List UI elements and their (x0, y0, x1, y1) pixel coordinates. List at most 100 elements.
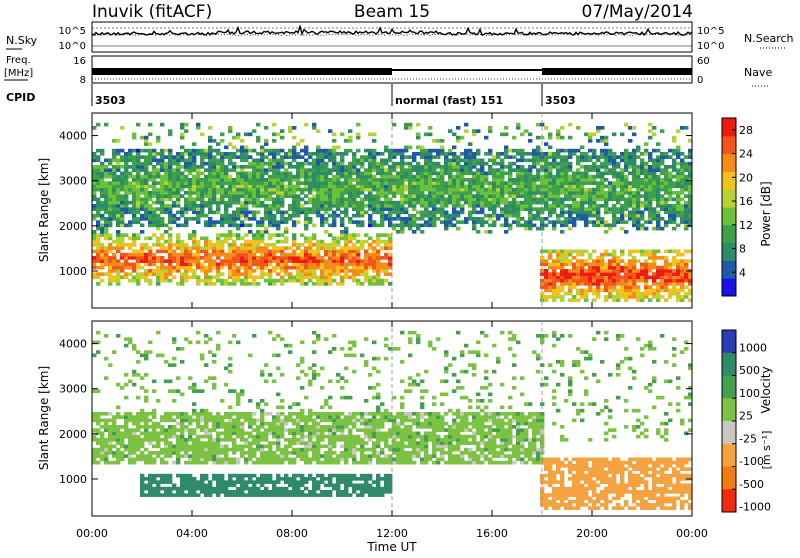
power-cell (172, 175, 176, 179)
power-cell (132, 181, 136, 185)
power-cell (676, 259, 680, 263)
power-cell (288, 214, 292, 218)
power-cell (304, 214, 308, 218)
power-cell (320, 214, 324, 218)
power-cell (348, 172, 352, 176)
power-cell (652, 149, 656, 153)
velocity-cell (96, 350, 100, 354)
power-cell (504, 211, 508, 215)
power-cell (156, 266, 160, 270)
power-cell (340, 266, 344, 270)
power-cell (232, 211, 236, 215)
power-cell (640, 211, 644, 215)
power-cell (376, 279, 380, 283)
power-cell (480, 175, 484, 179)
power-cell (288, 217, 292, 221)
power-cell (504, 126, 508, 130)
velocity-cell (152, 425, 156, 429)
velocity-cell (124, 422, 128, 426)
power-cell (196, 185, 200, 189)
power-cell (680, 168, 684, 172)
power-cell (684, 214, 688, 218)
power-cell (180, 282, 184, 286)
power-cell (436, 149, 440, 153)
power-cell (304, 240, 308, 244)
power-cell (372, 188, 376, 192)
power-cell (676, 266, 680, 270)
power-cell (664, 276, 668, 280)
power-cell (592, 191, 596, 195)
power-cell (108, 233, 112, 237)
power-cell (360, 165, 364, 169)
velocity-cell (132, 422, 136, 426)
power-cell (260, 269, 264, 273)
power-cell (116, 240, 120, 244)
power-cell (180, 272, 184, 276)
power-cell (364, 253, 368, 257)
power-cell (136, 198, 140, 202)
power-cell (648, 155, 652, 159)
power-cell (456, 204, 460, 208)
power-cell (680, 211, 684, 215)
power-cell (460, 178, 464, 182)
power-cell (372, 224, 376, 228)
power-cell (432, 149, 436, 153)
power-cell (336, 263, 340, 267)
power-cell (620, 198, 624, 202)
power-cell (304, 237, 308, 241)
power-cell (524, 178, 528, 182)
power-cell (168, 211, 172, 215)
power-cell (324, 168, 328, 172)
power-cell (180, 263, 184, 267)
power-cell (668, 204, 672, 208)
power-cell (344, 240, 348, 244)
power-cell (528, 172, 532, 176)
power-cell (588, 139, 592, 143)
power-cell (152, 152, 156, 156)
power-cell (464, 123, 468, 127)
power-cell (524, 129, 528, 133)
power-cell (392, 165, 396, 169)
power-cell (624, 220, 628, 224)
power-cell (216, 207, 220, 211)
power-cell (424, 214, 428, 218)
power-cell (280, 165, 284, 169)
power-cell (556, 292, 560, 296)
velocity-cell (116, 461, 120, 465)
power-cell (328, 201, 332, 205)
noise-tick-top-right: 10^5 (697, 26, 724, 37)
power-cell (612, 152, 616, 156)
power-cell (464, 155, 468, 159)
power-cell (180, 165, 184, 169)
power-cell (652, 178, 656, 182)
power-cell (288, 279, 292, 283)
power-cell (204, 194, 208, 198)
power-cell (580, 253, 584, 257)
power-cell (436, 191, 440, 195)
velocity-cell (144, 428, 148, 432)
velocity-cell (124, 415, 128, 419)
power-cell (232, 146, 236, 150)
power-cell (420, 181, 424, 185)
power-cell (128, 159, 132, 163)
power-cell (444, 181, 448, 185)
power-cell (556, 178, 560, 182)
power-cell (532, 175, 536, 179)
velocity-cell (152, 415, 156, 419)
power-cell (128, 220, 132, 224)
power-cell (652, 256, 656, 260)
power-cell (280, 172, 284, 176)
power-cell (360, 272, 364, 276)
power-cell (120, 194, 124, 198)
power-cell (456, 126, 460, 130)
power-cell (372, 266, 376, 270)
power-cell (396, 172, 400, 176)
power-cell (376, 256, 380, 260)
power-cell (380, 217, 384, 221)
velocity-cell (100, 445, 104, 449)
power-cell (560, 263, 564, 267)
velocity-cell (116, 458, 120, 462)
power-cell (556, 263, 560, 267)
power-cell (560, 250, 564, 254)
power-cell (476, 198, 480, 202)
